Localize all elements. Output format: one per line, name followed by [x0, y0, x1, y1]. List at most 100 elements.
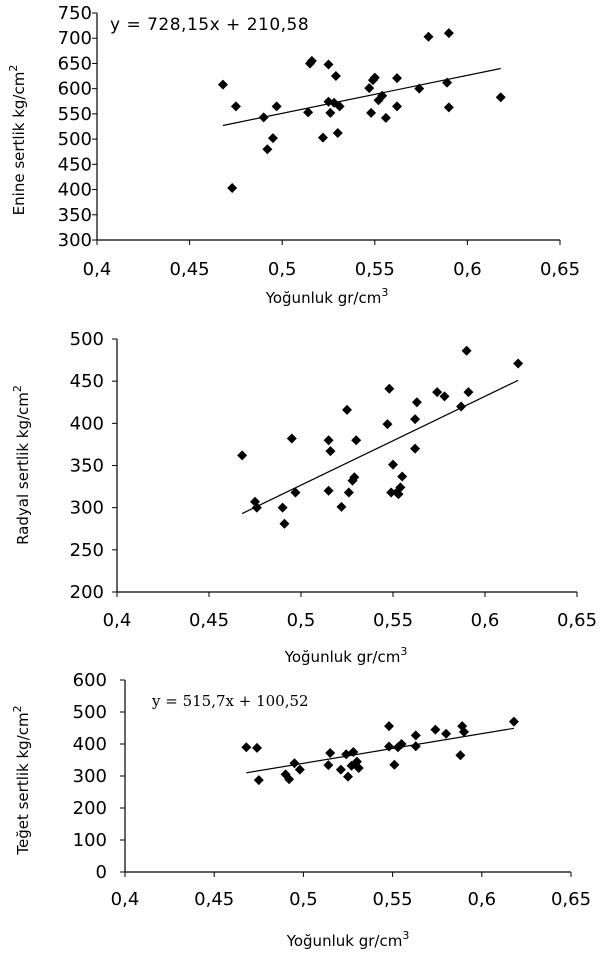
data-point: [343, 487, 354, 498]
y-tick-label: 600: [58, 79, 92, 100]
data-point: [392, 101, 403, 112]
y-axis-label: Teğet sertlik kg/cm2: [11, 705, 32, 855]
data-point: [410, 414, 421, 425]
data-point: [252, 742, 263, 753]
data-point: [227, 183, 238, 194]
data-point: [461, 345, 472, 356]
data-point: [455, 750, 466, 761]
y-tick-label: 400: [58, 180, 92, 201]
data-point: [364, 83, 375, 94]
y-tick-label: 400: [70, 413, 104, 434]
data-point: [241, 742, 252, 753]
x-tick-label: 0,55: [373, 610, 413, 631]
data-point: [323, 435, 334, 446]
x-axis-label-sup: 3: [400, 645, 407, 658]
data-point: [414, 83, 425, 94]
x-tick-label: 0,65: [540, 259, 580, 280]
data-point: [397, 471, 408, 482]
x-tick-label: 0,45: [189, 610, 229, 631]
y-tick-label: 200: [70, 582, 104, 603]
data-point: [325, 446, 336, 457]
y-tick-label: 700: [58, 28, 92, 49]
data-point: [443, 102, 454, 113]
data-point: [441, 728, 452, 739]
data-point: [286, 433, 297, 444]
x-axis-label-sup: 3: [381, 286, 388, 299]
data-point: [330, 71, 341, 82]
chart-teget: y = 515,7x + 100,52 Yoğunluk gr/cm3 Teğe…: [11, 670, 591, 950]
data-point: [410, 741, 421, 752]
y-axis-label: Enine sertlik kg/cm2: [7, 65, 28, 216]
trendline: [222, 67, 501, 127]
data-point: [284, 774, 295, 785]
data-point: [336, 501, 347, 512]
y-axis-label-text: Teğet sertlik kg/cm: [14, 712, 32, 855]
data-point: [423, 31, 434, 42]
data-point: [377, 90, 388, 101]
y-tick-label: 500: [70, 329, 104, 350]
data-point: [289, 758, 300, 769]
y-tick-label: 400: [73, 734, 107, 755]
data-point: [342, 404, 352, 415]
data-point: [217, 79, 228, 90]
data-point: [237, 450, 248, 461]
y-tick-label: 300: [70, 498, 104, 519]
data-point: [442, 77, 453, 88]
data-point: [508, 716, 519, 727]
y-axis-label: Radyal sertlik kg/cm2: [11, 385, 32, 545]
data-point: [279, 518, 290, 529]
data-point: [384, 721, 395, 732]
x-axis-label-text: Yoğunluk gr/cm: [286, 932, 403, 950]
data-point: [349, 472, 360, 483]
data-point: [262, 144, 273, 155]
data-point: [456, 401, 467, 412]
chart-radyal: Yoğunluk gr/cm3 Radyal sertlik kg/cm2 20…: [11, 329, 597, 666]
data-point: [253, 775, 264, 786]
x-tick-label: 0,65: [551, 889, 591, 910]
x-axis-label-text: Yoğunluk gr/cm: [265, 289, 382, 307]
data-point: [323, 485, 334, 496]
y-tick-label: 550: [58, 104, 92, 125]
y-axis-label-text: Enine sertlik kg/cm: [10, 72, 28, 216]
equation-label: y = 515,7x + 100,52: [151, 692, 309, 710]
data-point: [388, 459, 398, 470]
data-point: [306, 55, 317, 66]
data-point: [380, 112, 391, 123]
y-tick-label: 250: [70, 540, 104, 561]
y-tick-label: 100: [73, 830, 107, 851]
data-point: [325, 107, 336, 118]
x-tick-label: 0,4: [103, 610, 132, 631]
data-point: [463, 387, 474, 398]
y-tick-label: 350: [58, 205, 92, 226]
x-tick-label: 0,4: [83, 259, 112, 280]
data-point: [439, 391, 450, 402]
data-point: [384, 741, 395, 752]
data-point: [335, 764, 346, 775]
data-point: [396, 739, 407, 749]
x-tick-label: 0,45: [170, 259, 210, 280]
equation-label: y = 728,15x + 210,58: [110, 15, 309, 35]
data-point: [513, 358, 524, 369]
data-point: [294, 764, 305, 775]
x-tick-label: 0,65: [557, 610, 597, 631]
data-point: [495, 92, 506, 103]
chart-enine: y = 728,15x + 210,58 Yoğunluk gr/cm3 Eni…: [7, 3, 580, 307]
data-point: [258, 112, 269, 123]
x-tick-label: 0,5: [268, 259, 297, 280]
data-point: [348, 747, 359, 757]
x-tick-label: 0,45: [194, 889, 234, 910]
data-point: [230, 101, 241, 112]
data-point: [410, 730, 421, 741]
data-point: [277, 502, 288, 513]
trendline: [241, 379, 519, 515]
data-point: [290, 487, 301, 498]
y-tick-label: 500: [73, 702, 107, 723]
data-point: [323, 59, 334, 70]
data-point: [351, 435, 362, 446]
data-point: [410, 443, 421, 454]
data-point: [366, 107, 377, 118]
data-point: [343, 771, 353, 782]
x-tick-label: 0,6: [467, 889, 496, 910]
y-tick-label: 300: [73, 766, 107, 787]
y-axis-label-sup: 2: [11, 385, 24, 392]
